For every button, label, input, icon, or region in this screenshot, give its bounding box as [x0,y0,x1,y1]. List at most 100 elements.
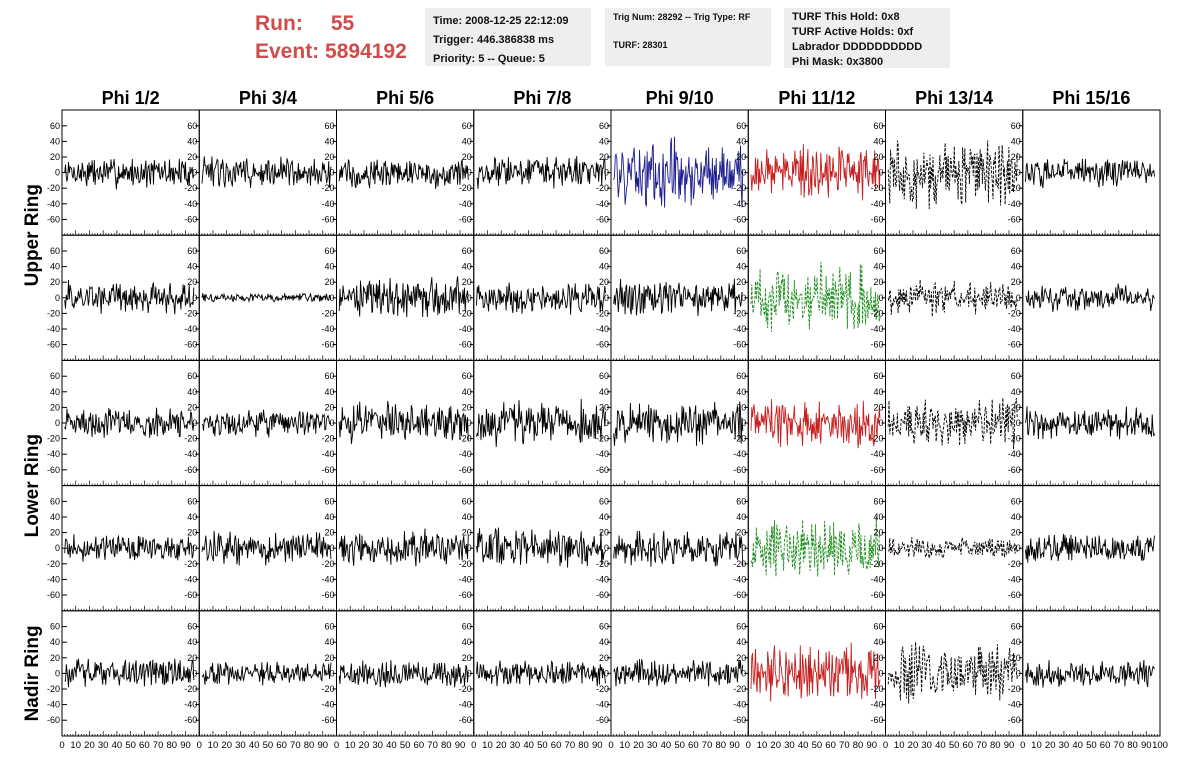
x-tick-label: 90 [866,740,877,751]
waveform-trace-r4-c1 [64,534,195,562]
y-tick-label: 60 [1011,622,1021,632]
x-tick-label: 20 [84,740,95,751]
y-tick-label: -40 [184,449,197,459]
waveform-trace-r5-c1 [64,658,195,688]
y-tick-label: 0 [878,543,883,553]
y-tick-label: -40 [47,449,60,459]
x-tick-label: 70 [290,740,301,751]
y-tick-label: -20 [184,559,197,569]
y-tick-label: 0 [741,543,746,553]
x-tick-label: 90 [180,740,191,751]
y-tick-label: 20 [324,402,334,412]
y-tick-label: -40 [184,324,197,334]
y-tick-label: -20 [184,684,197,694]
y-tick-label: -20 [459,434,472,444]
x-tick-label: 0 [334,740,339,751]
y-tick-label: -40 [184,199,197,209]
y-tick-label: 40 [599,637,609,647]
waveform-trace-r4-c3 [338,528,469,567]
waveform-trace-r2-c2 [201,292,332,303]
waveform-trace-r5-c4 [476,660,606,687]
y-tick-label: 40 [1011,262,1021,272]
y-tick-label: 60 [50,496,60,506]
y-tick-label: 40 [599,262,609,272]
y-tick-label: -60 [47,214,60,224]
y-tick-label: -60 [321,715,334,725]
waveform-trace-r1-c1 [64,158,195,190]
y-tick-label: -60 [870,590,883,600]
x-tick-label: 100 [1152,740,1168,751]
y-tick-label: 20 [873,402,883,412]
column-header-2: Phi 3/4 [239,88,297,108]
waveform-trace-r4-c8 [1025,533,1155,563]
y-tick-label: 60 [324,121,334,131]
time-info-box: Time: 2008-12-25 22:12:09 Trigger: 446.3… [425,8,591,66]
y-tick-label: 60 [462,246,472,256]
x-tick-label: 90 [455,740,466,751]
waveform-trace-r1-c5 [613,136,744,208]
y-tick-label: 0 [55,418,60,428]
y-tick-label: 60 [736,121,746,131]
y-tick-label: -60 [459,715,472,725]
y-tick-label: 20 [462,402,472,412]
y-tick-label: 0 [604,668,609,678]
y-tick-label: 20 [873,653,883,663]
x-tick-label: 70 [1114,740,1125,751]
waveform-trace-r2-c4 [476,282,606,315]
x-tick-label: 80 [1127,740,1138,751]
trigger-info-box: Trig Num: 28292 -- Trig Type: RF TURF: 2… [605,8,771,66]
y-tick-label: 0 [878,293,883,303]
y-tick-label: 20 [736,402,746,412]
y-tick-label: 40 [462,387,472,397]
y-tick-label: 20 [736,528,746,538]
column-header-8: Phi 15/16 [1052,88,1130,108]
y-tick-label: -20 [870,434,883,444]
y-tick-label: 0 [878,418,883,428]
y-tick-label: 0 [55,168,60,178]
waveform-trace-r1-c7 [887,140,1018,210]
y-tick-label: -40 [733,449,746,459]
waveform-trace-r2-c6 [750,261,881,332]
x-tick-label: 10 [757,740,768,751]
waveform-trace-r1-c8 [1025,158,1155,189]
y-tick-label: -20 [733,684,746,694]
y-tick-label: 20 [1011,402,1021,412]
y-tick-label: 60 [324,246,334,256]
y-tick-label: -20 [321,434,334,444]
time-text: Time: 2008-12-25 22:12:09 [433,15,569,27]
y-tick-label: -20 [1008,559,1021,569]
y-tick-label: -60 [184,465,197,475]
y-tick-label: 40 [736,136,746,146]
row-group-label-2: Lower Ring [22,434,43,537]
y-tick-label: -60 [870,715,883,725]
y-tick-label: -20 [596,684,609,694]
turf-text: TURF: 28301 [613,40,668,50]
x-tick-label: 50 [537,740,548,751]
y-tick-label: 60 [324,371,334,381]
x-tick-label: 20 [359,740,370,751]
y-tick-label: -60 [459,465,472,475]
y-tick-label: 60 [187,121,197,131]
x-tick-label: 10 [619,740,630,751]
y-tick-label: 0 [55,668,60,678]
waveform-trace-r5-c7 [887,642,1018,704]
x-tick-label: 50 [1086,740,1097,751]
y-tick-label: -20 [321,559,334,569]
y-tick-label: -20 [47,559,60,569]
waveform-trace-r4-c6 [750,516,881,577]
x-tick-label: 40 [523,740,534,751]
waveform-trace-r3-c6 [750,399,881,449]
y-tick-label: -40 [321,700,334,710]
panel-frame-r4-c7 [885,485,1024,612]
y-tick-label: 0 [604,293,609,303]
y-tick-label: 60 [462,496,472,506]
y-tick-label: 60 [873,246,883,256]
y-tick-label: -40 [1008,700,1021,710]
x-tick-label: 40 [935,740,946,751]
y-tick-label: 60 [50,622,60,632]
y-tick-label: -40 [1008,199,1021,209]
column-header-5: Phi 9/10 [646,88,714,108]
labrador-text: Labrador DDDDDDDDDD [792,41,923,53]
y-tick-label: 0 [329,418,334,428]
y-tick-label: 20 [50,152,60,162]
